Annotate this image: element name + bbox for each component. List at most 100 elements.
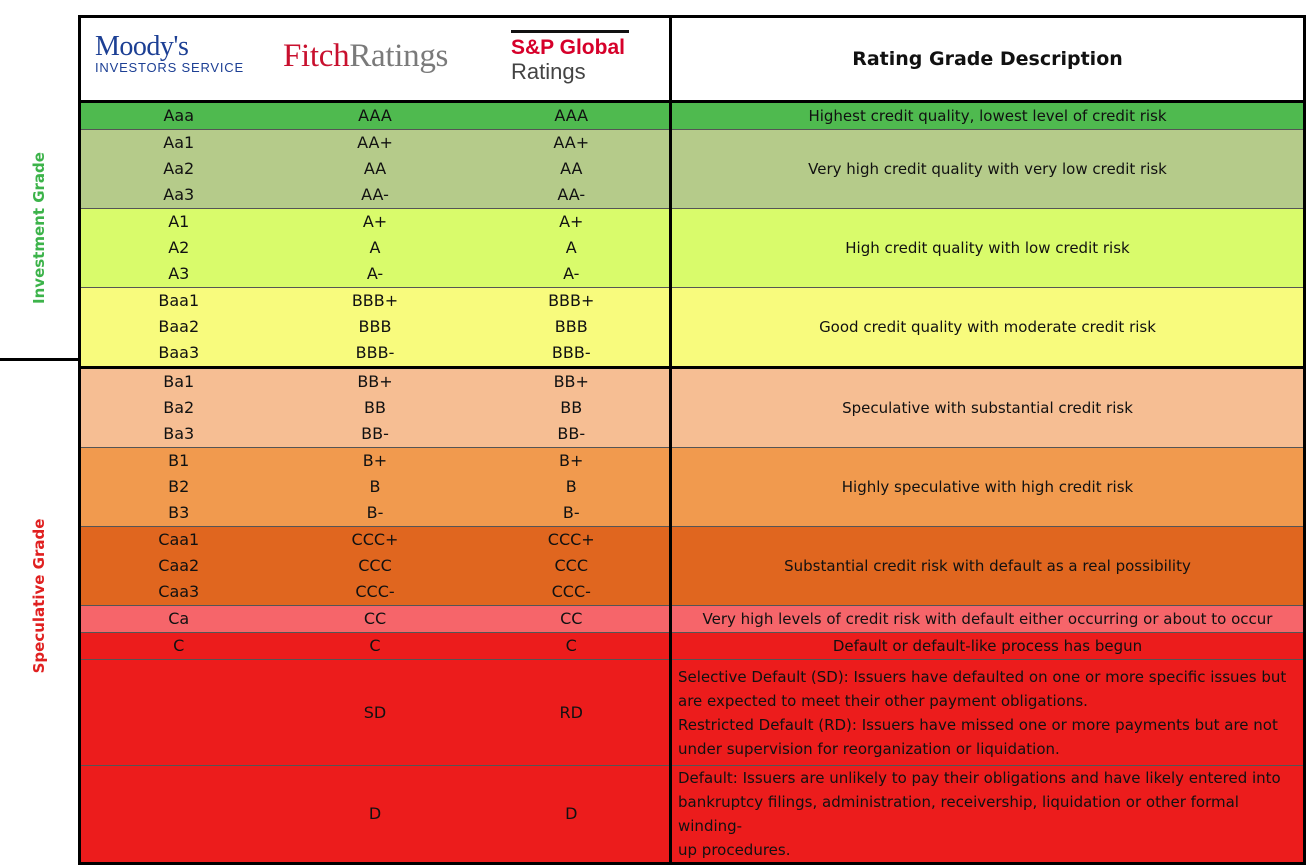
sp-rating: AA- bbox=[557, 185, 586, 204]
sp-rating: B- bbox=[562, 503, 580, 522]
moody-rating bbox=[80, 660, 277, 766]
rating-description: Good credit quality with moderate credit… bbox=[669, 287, 1305, 368]
fitch-rating: BB- bbox=[361, 424, 389, 443]
rating-description: Very high levels of credit risk with def… bbox=[669, 605, 1305, 633]
moody-rating: Aaa bbox=[163, 106, 195, 125]
rating-description: Very high credit quality with very low c… bbox=[669, 129, 1305, 209]
rating-row: Aaa AAA AAA Highest credit quality, lowest … bbox=[79, 101, 1305, 130]
sp-rating: D bbox=[565, 804, 578, 823]
rating-row: SD RD Selective Default (SD): Issuers have… bbox=[79, 659, 1305, 766]
moody-rating: B3 bbox=[168, 503, 190, 522]
moodys-logo-title: Moody's bbox=[95, 31, 189, 62]
description-line: are expected to meet their other payment… bbox=[678, 691, 1088, 710]
rating-description: Speculative with substantial credit risk bbox=[669, 367, 1305, 448]
sp-logo-title: S&P Global bbox=[511, 36, 625, 59]
fitch-rating: BB+ bbox=[357, 372, 393, 391]
moody-rating: Caa3 bbox=[158, 582, 200, 601]
fitch-rating: AA- bbox=[361, 185, 389, 204]
rating-row: Ba1 BB+ BB+ Speculative with substantial cr… bbox=[79, 367, 1305, 448]
fitch-rating: D bbox=[368, 804, 382, 823]
fitch-logo-word: Fitch bbox=[283, 38, 350, 74]
moody-rating: Ba1 bbox=[163, 372, 195, 391]
sp-rating: AA+ bbox=[553, 133, 590, 152]
fitch-rating: C bbox=[369, 636, 381, 655]
moody-rating: Baa3 bbox=[158, 343, 200, 362]
moodys-logo: Moody's INVESTORS SERVICE bbox=[95, 31, 244, 76]
sp-rating: BB bbox=[560, 398, 583, 417]
rating-description-header: Rating Grade Description bbox=[670, 16, 1305, 103]
fitch-rating: B+ bbox=[362, 451, 388, 470]
sp-rating: AA bbox=[560, 159, 583, 178]
sp-rating: CCC bbox=[554, 556, 588, 575]
rating-description: Selective Default (SD): Issuers have def… bbox=[669, 659, 1305, 766]
rating-row: B1 B+ B+ Highly speculative with high credi… bbox=[79, 447, 1305, 527]
rating-row: Baa1 BBB+ BBB+ Good credit quality with mod… bbox=[79, 287, 1305, 368]
moody-rating: Ca bbox=[168, 609, 190, 628]
rating-description: High credit quality with low credit risk bbox=[669, 208, 1305, 288]
sp-rating: B bbox=[565, 477, 577, 496]
fitch-ratings-logo: FitchRatings bbox=[283, 38, 448, 75]
fitch-rating: B bbox=[369, 477, 381, 496]
description-line: Restricted Default (RD): Issuers have mi… bbox=[678, 715, 1278, 734]
rating-row: Ca CC CC Very high levels of credit risk wi… bbox=[79, 605, 1305, 633]
rating-description: Highest credit quality, lowest level of … bbox=[669, 101, 1305, 130]
fitch-logo-ratings-word: Ratings bbox=[349, 38, 449, 74]
sp-rating: A+ bbox=[559, 212, 584, 231]
fitch-rating: CCC+ bbox=[351, 530, 399, 549]
fitch-rating: B- bbox=[366, 503, 384, 522]
moodys-logo-subtitle: INVESTORS SERVICE bbox=[95, 60, 244, 75]
sp-rating: CCC+ bbox=[547, 530, 595, 549]
moody-rating: A1 bbox=[168, 212, 190, 231]
fitch-rating: CCC- bbox=[355, 582, 395, 601]
moody-rating: A2 bbox=[168, 238, 190, 257]
moody-rating: Baa1 bbox=[158, 291, 200, 310]
speculative-grade-label: Speculative Grade bbox=[30, 518, 48, 674]
rating-row: Aa1 AA+ AA+ Very high credit quality with v… bbox=[79, 129, 1305, 209]
rating-row: D D Default: Issuers are unlikely to pay t… bbox=[79, 765, 1305, 864]
sp-rating: BB- bbox=[557, 424, 586, 443]
rating-description: Substantial credit risk with default as … bbox=[669, 526, 1305, 606]
description-line: Selective Default (SD): Issuers have def… bbox=[678, 667, 1287, 686]
fitch-rating: BBB bbox=[358, 317, 392, 336]
moody-rating: Ba3 bbox=[163, 424, 195, 443]
rating-description: Default or default-like process has begu… bbox=[669, 632, 1305, 660]
moody-rating: Aa2 bbox=[163, 159, 195, 178]
fitch-rating: A- bbox=[366, 264, 384, 283]
moody-rating: C bbox=[173, 636, 185, 655]
fitch-rating: AAA bbox=[358, 106, 392, 125]
fitch-rating: BBB+ bbox=[351, 291, 399, 310]
rating-description: Highly speculative with high credit risk bbox=[669, 447, 1305, 527]
fitch-rating: A+ bbox=[362, 212, 388, 231]
grade-divider bbox=[0, 358, 80, 361]
rating-row: A1 A+ A+ High credit quality with low credi… bbox=[79, 208, 1305, 288]
credit-ratings-table: Moody's INVESTORS SERVICE FitchRatings S… bbox=[78, 15, 1306, 865]
fitch-rating: CC bbox=[363, 609, 387, 628]
sp-global-logo: S&P Global Ratings bbox=[511, 30, 629, 85]
investment-grade-label: Investment Grade bbox=[30, 152, 48, 304]
fitch-rating: AA+ bbox=[357, 133, 393, 152]
agency-logos: Moody's INVESTORS SERVICE FitchRatings S… bbox=[79, 16, 672, 103]
sp-rating: AAA bbox=[554, 106, 589, 125]
moody-rating: Ba2 bbox=[163, 398, 195, 417]
moody-rating: Aa3 bbox=[163, 185, 195, 204]
moody-rating: Aa1 bbox=[163, 133, 195, 152]
moody-rating: Caa1 bbox=[158, 530, 200, 549]
header-row: Moody's INVESTORS SERVICE FitchRatings S… bbox=[79, 16, 1305, 103]
description-line: up procedures. bbox=[678, 841, 791, 859]
sp-rating: A bbox=[565, 238, 577, 257]
sp-logo-bar bbox=[511, 30, 629, 33]
fitch-rating: CCC bbox=[358, 556, 392, 575]
fitch-rating: AA bbox=[363, 159, 387, 178]
sp-rating: CC bbox=[560, 609, 583, 628]
moody-rating: B2 bbox=[168, 477, 190, 496]
moody-rating: B1 bbox=[168, 451, 190, 470]
sp-rating: B+ bbox=[559, 451, 584, 470]
sp-rating: RD bbox=[559, 702, 583, 722]
sp-rating: BBB bbox=[554, 317, 588, 336]
fitch-rating: BB bbox=[364, 398, 386, 417]
rating-row: C C C Default or default-like process has b… bbox=[79, 632, 1305, 660]
description-line: bankruptcy filings, administration, rece… bbox=[678, 793, 1239, 835]
fitch-rating: A bbox=[369, 238, 381, 257]
sp-rating: A- bbox=[563, 264, 580, 283]
sp-rating: BBB- bbox=[551, 343, 591, 362]
